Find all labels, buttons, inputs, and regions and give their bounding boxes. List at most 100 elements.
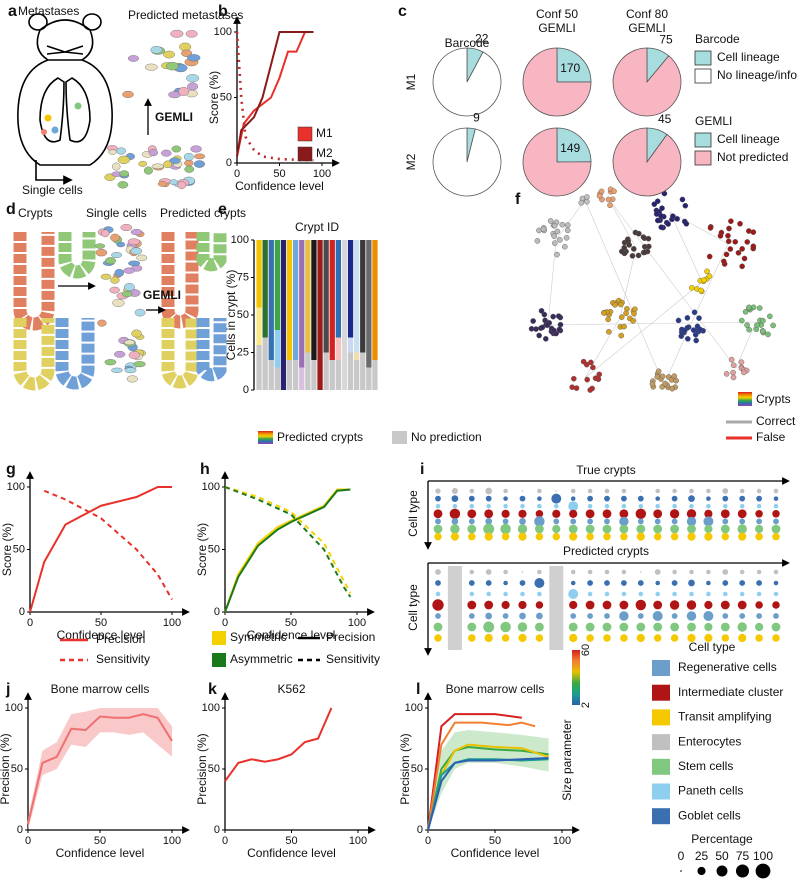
- node: [658, 224, 665, 230]
- dot: [738, 633, 747, 643]
- cell: [117, 181, 129, 189]
- pie-label: 149: [560, 141, 580, 155]
- bar-segment: [329, 360, 335, 390]
- dot: [653, 600, 663, 610]
- cell: [187, 54, 201, 62]
- size-legend-label: 0: [678, 849, 685, 863]
- metastasis-dot: [41, 129, 47, 135]
- series-line: [29, 486, 172, 613]
- dot: [537, 591, 542, 597]
- series-line: [235, 31, 314, 162]
- y-tick-label: 0: [214, 824, 220, 836]
- dot: [570, 518, 577, 525]
- pie-slice: [556, 47, 592, 83]
- y-tick-label: 25: [237, 346, 249, 358]
- dot: [535, 510, 544, 518]
- dot: [603, 532, 611, 541]
- bar-segment: [341, 240, 348, 390]
- pie-slice: [432, 47, 502, 117]
- bar-segment: [256, 307, 262, 345]
- dot: [433, 622, 443, 632]
- node: [706, 253, 713, 260]
- node: [551, 222, 558, 229]
- x-axis-label: Confidence level: [451, 846, 540, 860]
- dot: [534, 524, 544, 534]
- dot: [704, 509, 713, 518]
- dot: [500, 621, 511, 633]
- cell: [133, 361, 146, 368]
- node: [547, 218, 554, 224]
- cell: [126, 375, 138, 383]
- column-title: GEMLI: [628, 21, 665, 35]
- dot: [655, 503, 660, 509]
- size-legend-label: 50: [715, 849, 729, 863]
- dot: [772, 510, 780, 518]
- series-line: [427, 721, 536, 831]
- node: [596, 193, 603, 199]
- dot: [587, 518, 593, 525]
- cell: [169, 157, 181, 164]
- node: [601, 310, 607, 316]
- series-line: [224, 488, 351, 613]
- colorbar-tick-label: 60: [580, 644, 592, 656]
- node: [595, 375, 601, 381]
- crypts-swatch: [738, 392, 752, 406]
- edge: [584, 199, 665, 386]
- legend-label: Precision: [96, 632, 145, 646]
- y-axis-label: Score (%): [195, 523, 209, 576]
- cell: [121, 290, 133, 298]
- pie-label: 9: [473, 110, 480, 124]
- legend-label: Transit amplifying: [678, 710, 772, 724]
- bar-segment: [311, 360, 317, 390]
- dot: [570, 496, 576, 501]
- x-tick-label: 100: [163, 617, 181, 629]
- dot: [635, 599, 647, 611]
- dot: [722, 488, 729, 494]
- dot: [551, 493, 562, 504]
- dot: [652, 611, 663, 621]
- cell: [116, 147, 126, 155]
- dot: [485, 487, 493, 495]
- dot: [669, 600, 680, 610]
- legend-swatch: [652, 758, 670, 775]
- dot: [452, 503, 458, 509]
- legend-label: Asymmetric: [230, 652, 293, 666]
- dot: [721, 634, 730, 642]
- legend-swatch: [694, 68, 712, 84]
- y-tick-label: 0: [17, 824, 23, 836]
- legend-label: Enterocytes: [678, 734, 741, 748]
- dot: [706, 580, 711, 586]
- node: [750, 243, 757, 250]
- dot: [688, 579, 695, 587]
- bar-segment: [256, 240, 262, 308]
- panel-letter: d: [6, 201, 16, 218]
- node: [760, 328, 766, 335]
- x-axis-label: Confidence level: [57, 628, 146, 642]
- panel-letter: j: [5, 681, 10, 698]
- dot: [637, 613, 644, 619]
- node: [557, 321, 564, 328]
- dot: [636, 524, 646, 534]
- dot: [619, 622, 629, 632]
- cell: [144, 63, 158, 71]
- legend-swatch: [652, 684, 670, 701]
- d-label: Crypts: [18, 206, 53, 220]
- dot: [686, 611, 697, 621]
- node: [645, 235, 652, 242]
- cell: [131, 329, 142, 338]
- pie-slice: [612, 47, 682, 117]
- dot: [602, 509, 612, 519]
- x-tick-label: 0: [222, 835, 228, 847]
- cell: [105, 257, 116, 265]
- legend-swatch: [297, 126, 313, 142]
- cell: [186, 74, 200, 83]
- dot: [706, 496, 711, 501]
- dot: [503, 488, 508, 494]
- metastasis-dot: [74, 102, 82, 110]
- dot: [619, 516, 629, 527]
- x-tick-label: 50: [285, 617, 297, 629]
- x-tick-label: 0: [25, 835, 31, 847]
- dot: [517, 622, 528, 632]
- dot: [689, 503, 694, 509]
- dot: [756, 580, 762, 586]
